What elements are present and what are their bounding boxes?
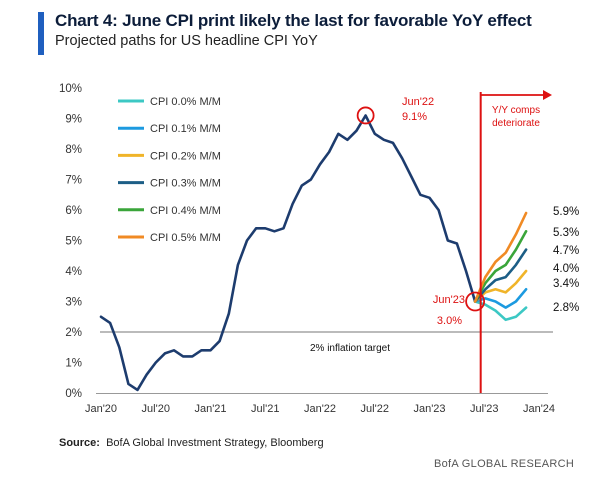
- end-value-label: 5.9%: [553, 206, 579, 218]
- legend-label: CPI 0.3% M/M: [150, 178, 221, 190]
- x-tick-label: Jul'20: [142, 403, 170, 415]
- legend-label: CPI 0.4% M/M: [150, 205, 221, 217]
- divider-label-top: Y/Y comps: [492, 105, 540, 116]
- historical-cpi-line: [99, 114, 477, 392]
- y-axis: 0% 1% 2% 3% 4% 5% 6% 7% 8% 9% 10%: [59, 83, 82, 400]
- y-tick-label: 1%: [65, 358, 82, 370]
- chart-title: Chart 4: June CPI print likely the last …: [55, 11, 532, 30]
- latest-label-value: 3.0%: [437, 315, 462, 327]
- cpi-chart: 0%1%2%3%4%5%6%7%8%9%10% Jan'20 Jul'20 Jan'…: [59, 83, 579, 415]
- y-tick-label: 7%: [65, 175, 82, 187]
- chart-subtitle: Projected paths for US headline CPI YoY: [55, 33, 318, 49]
- inflation-target-group: 2% inflation target: [100, 331, 553, 354]
- latest-circle: [465, 291, 486, 312]
- latest-label-date: Jun'23: [433, 294, 465, 306]
- x-tick-label: Jan'21: [194, 403, 226, 415]
- source-label: Source:: [59, 437, 100, 449]
- y-tick-label: 10%: [59, 83, 82, 95]
- x-tick-label: Jul'22: [361, 403, 389, 415]
- end-value-label: 5.3%: [553, 227, 579, 239]
- annotations: Jun'22 9.1% Jun'23 3.0% Y/Y comps deteriorate: [356, 90, 552, 393]
- legend-label: CPI 0.0% M/M: [150, 96, 221, 108]
- y-tick-label: 2%: [65, 327, 82, 339]
- legend-label: CPI 0.2% M/M: [150, 150, 221, 162]
- peak-circle: [356, 106, 375, 125]
- title-accent-bar: [38, 12, 44, 55]
- y-tick-label: 3%: [65, 297, 82, 309]
- x-axis: Jan'20 Jul'20 Jan'21 Jul'21 Jan'22 Jul'22 Jan'…: [85, 393, 555, 415]
- end-value-label: 4.7%: [553, 245, 579, 257]
- legend-label: CPI 0.5% M/M: [150, 232, 221, 244]
- brand-label: BofA GLOBAL RESEARCH: [434, 458, 575, 470]
- legend: CPI 0.0% M/M CPI 0.1% M/M CPI 0.2% M/M CPI …: [118, 96, 221, 244]
- source-text: BofA Global Investment Strategy, Bloombe…: [106, 437, 324, 449]
- series-group: [99, 114, 528, 392]
- x-tick-label: Jan'20: [85, 403, 117, 415]
- projection-line: [473, 211, 528, 303]
- inflation-target-label: 2% inflation target: [310, 343, 390, 354]
- projection-line: [473, 230, 528, 303]
- peak-label-date: Jun'22: [402, 96, 434, 108]
- projection-line: [473, 248, 528, 303]
- y-tick-label: 4%: [65, 266, 82, 278]
- divider-label-bottom: deteriorate: [492, 118, 540, 129]
- end-value-label: 2.8%: [553, 302, 579, 314]
- legend-label: CPI 0.1% M/M: [150, 123, 221, 135]
- divider-arrow-head: [543, 90, 552, 100]
- end-labels: 2.8% 3.4% 4.0% 4.7% 5.3% 5.9%: [553, 206, 579, 314]
- peak-label-value: 9.1%: [402, 111, 427, 123]
- y-tick-label: 6%: [65, 205, 82, 217]
- x-tick-label: Jan'24: [523, 403, 555, 415]
- x-tick-label: Jan'23: [413, 403, 445, 415]
- end-value-label: 4.0%: [553, 263, 579, 275]
- y-tick-label: 0%: [65, 388, 82, 400]
- y-tick-label: 9%: [65, 114, 82, 126]
- source-note: Source: BofA Global Investment Strategy,…: [59, 437, 324, 449]
- x-tick-label: Jul'23: [470, 403, 498, 415]
- y-tick-label: 8%: [65, 144, 82, 156]
- projection-line: [473, 269, 528, 303]
- y-tick-label: 5%: [65, 236, 82, 248]
- x-tick-label: Jul'21: [251, 403, 279, 415]
- x-tick-label: Jan'22: [304, 403, 336, 415]
- end-value-label: 3.4%: [553, 278, 579, 290]
